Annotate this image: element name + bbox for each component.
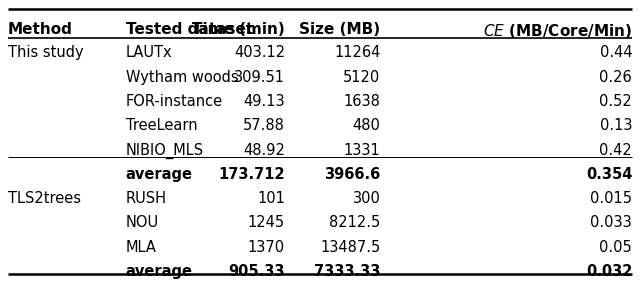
Text: NOU: NOU	[125, 215, 159, 230]
Text: 7333.33: 7333.33	[314, 264, 381, 279]
Text: 0.032: 0.032	[586, 264, 632, 279]
Text: Method: Method	[8, 22, 72, 37]
Text: 0.52: 0.52	[600, 94, 632, 109]
Text: 0.26: 0.26	[600, 70, 632, 85]
Text: 5120: 5120	[343, 70, 381, 85]
Text: Tested dataset: Tested dataset	[125, 22, 253, 37]
Text: 300: 300	[353, 191, 381, 206]
Text: This study: This study	[8, 46, 83, 61]
Text: Wytham woods: Wytham woods	[125, 70, 238, 85]
Text: 0.13: 0.13	[600, 118, 632, 133]
Text: 0.44: 0.44	[600, 46, 632, 61]
Text: 101: 101	[257, 191, 285, 206]
Text: 1331: 1331	[344, 143, 381, 158]
Text: TLS2trees: TLS2trees	[8, 191, 81, 206]
Text: 0.42: 0.42	[600, 143, 632, 158]
Text: average: average	[125, 167, 193, 182]
Text: 1638: 1638	[344, 94, 381, 109]
Text: 0.015: 0.015	[590, 191, 632, 206]
Text: 480: 480	[353, 118, 381, 133]
Text: 0.05: 0.05	[600, 240, 632, 255]
Text: 173.712: 173.712	[218, 167, 285, 182]
Text: 13487.5: 13487.5	[320, 240, 381, 255]
Text: average: average	[125, 264, 193, 279]
Text: 0.354: 0.354	[586, 167, 632, 182]
Text: 309.51: 309.51	[234, 70, 285, 85]
Text: LAUTx: LAUTx	[125, 46, 172, 61]
Text: 11264: 11264	[334, 46, 381, 61]
Text: RUSH: RUSH	[125, 191, 166, 206]
Text: 57.88: 57.88	[243, 118, 285, 133]
Text: 48.92: 48.92	[243, 143, 285, 158]
Text: Time (min): Time (min)	[192, 22, 285, 37]
Text: FOR-instance: FOR-instance	[125, 94, 223, 109]
Text: 8212.5: 8212.5	[330, 215, 381, 230]
Text: 1370: 1370	[248, 240, 285, 255]
Text: NIBIO_MLS: NIBIO_MLS	[125, 143, 204, 159]
Text: 1245: 1245	[248, 215, 285, 230]
Text: 49.13: 49.13	[243, 94, 285, 109]
Text: 905.33: 905.33	[228, 264, 285, 279]
Text: MLA: MLA	[125, 240, 157, 255]
Text: TreeLearn: TreeLearn	[125, 118, 197, 133]
Text: $\mathit{CE}$ (MB/Core/Min): $\mathit{CE}$ (MB/Core/Min)	[483, 22, 632, 40]
Text: Size (MB): Size (MB)	[300, 22, 381, 37]
Text: 3966.6: 3966.6	[324, 167, 381, 182]
Text: 0.033: 0.033	[591, 215, 632, 230]
Text: 403.12: 403.12	[234, 46, 285, 61]
